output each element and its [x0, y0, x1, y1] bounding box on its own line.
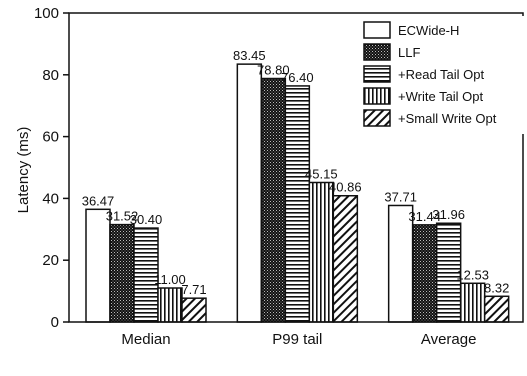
bar-value-label: 7.71	[181, 282, 206, 297]
bar-value-label: 31.44	[408, 209, 441, 224]
y-tick-label: 100	[34, 5, 59, 22]
bar	[459, 282, 486, 323]
bar	[332, 194, 359, 323]
bar	[181, 297, 207, 323]
category-labels-group: Median P99 tail Average	[121, 331, 476, 348]
y-tick-label: 20	[42, 252, 59, 269]
bar-value-label: 36.47	[82, 193, 115, 208]
category-label: P99 tail	[272, 331, 322, 348]
category-label: Average	[421, 331, 477, 348]
category-label: Median	[121, 331, 170, 348]
bar	[284, 85, 311, 323]
bar	[85, 208, 111, 323]
bar-value-label: 76.40	[281, 70, 314, 85]
bar-value-label: 31.96	[432, 207, 465, 222]
legend-label: +Read Tail Opt	[398, 67, 485, 82]
bars-group	[85, 63, 510, 323]
bar-value-label: 11.00	[154, 272, 186, 287]
legend-label: +Small Write Opt	[398, 111, 497, 126]
y-tick-label: 40	[42, 190, 59, 207]
bar-value-label: 12.53	[456, 267, 489, 282]
bar-value-label: 31.52	[106, 209, 139, 224]
legend-swatch	[363, 87, 391, 105]
bar	[260, 77, 287, 323]
bar	[308, 181, 335, 323]
bar-value-label: 45.15	[305, 166, 338, 181]
bar	[435, 222, 462, 323]
bar-value-label: 30.40	[130, 212, 163, 227]
bar	[236, 63, 263, 323]
legend-swatch	[363, 21, 391, 39]
bar-value-label: 78.80	[257, 63, 290, 78]
plot-frame	[68, 12, 524, 323]
bar	[133, 227, 159, 323]
bar	[411, 224, 438, 323]
bar	[157, 287, 183, 323]
legend-label: +Write Tail Opt	[398, 89, 484, 104]
y-axis-title: Latency (ms)	[15, 127, 32, 214]
y-tick-label: 60	[42, 129, 59, 146]
y-tick-label: 0	[51, 314, 59, 331]
y-axis-ticks: 0 20 40 60 80 100	[34, 5, 69, 331]
bar-value-label: 83.45	[233, 48, 266, 63]
bar	[109, 223, 135, 323]
legend: ECWide-H LLF +Read Tail Opt +Write Tail Opt…	[360, 16, 526, 134]
legend-swatch	[363, 65, 391, 83]
bar	[483, 295, 510, 323]
legend-swatch	[363, 109, 391, 127]
legend-swatch	[363, 43, 391, 61]
bar-value-label: 40.86	[329, 180, 362, 195]
legend-label: ECWide-H	[398, 23, 459, 38]
legend-label: LLF	[398, 45, 420, 60]
y-tick-label: 80	[42, 67, 59, 84]
bar-value-label: 37.71	[384, 189, 417, 204]
bar-value-label: 8.32	[484, 280, 509, 295]
